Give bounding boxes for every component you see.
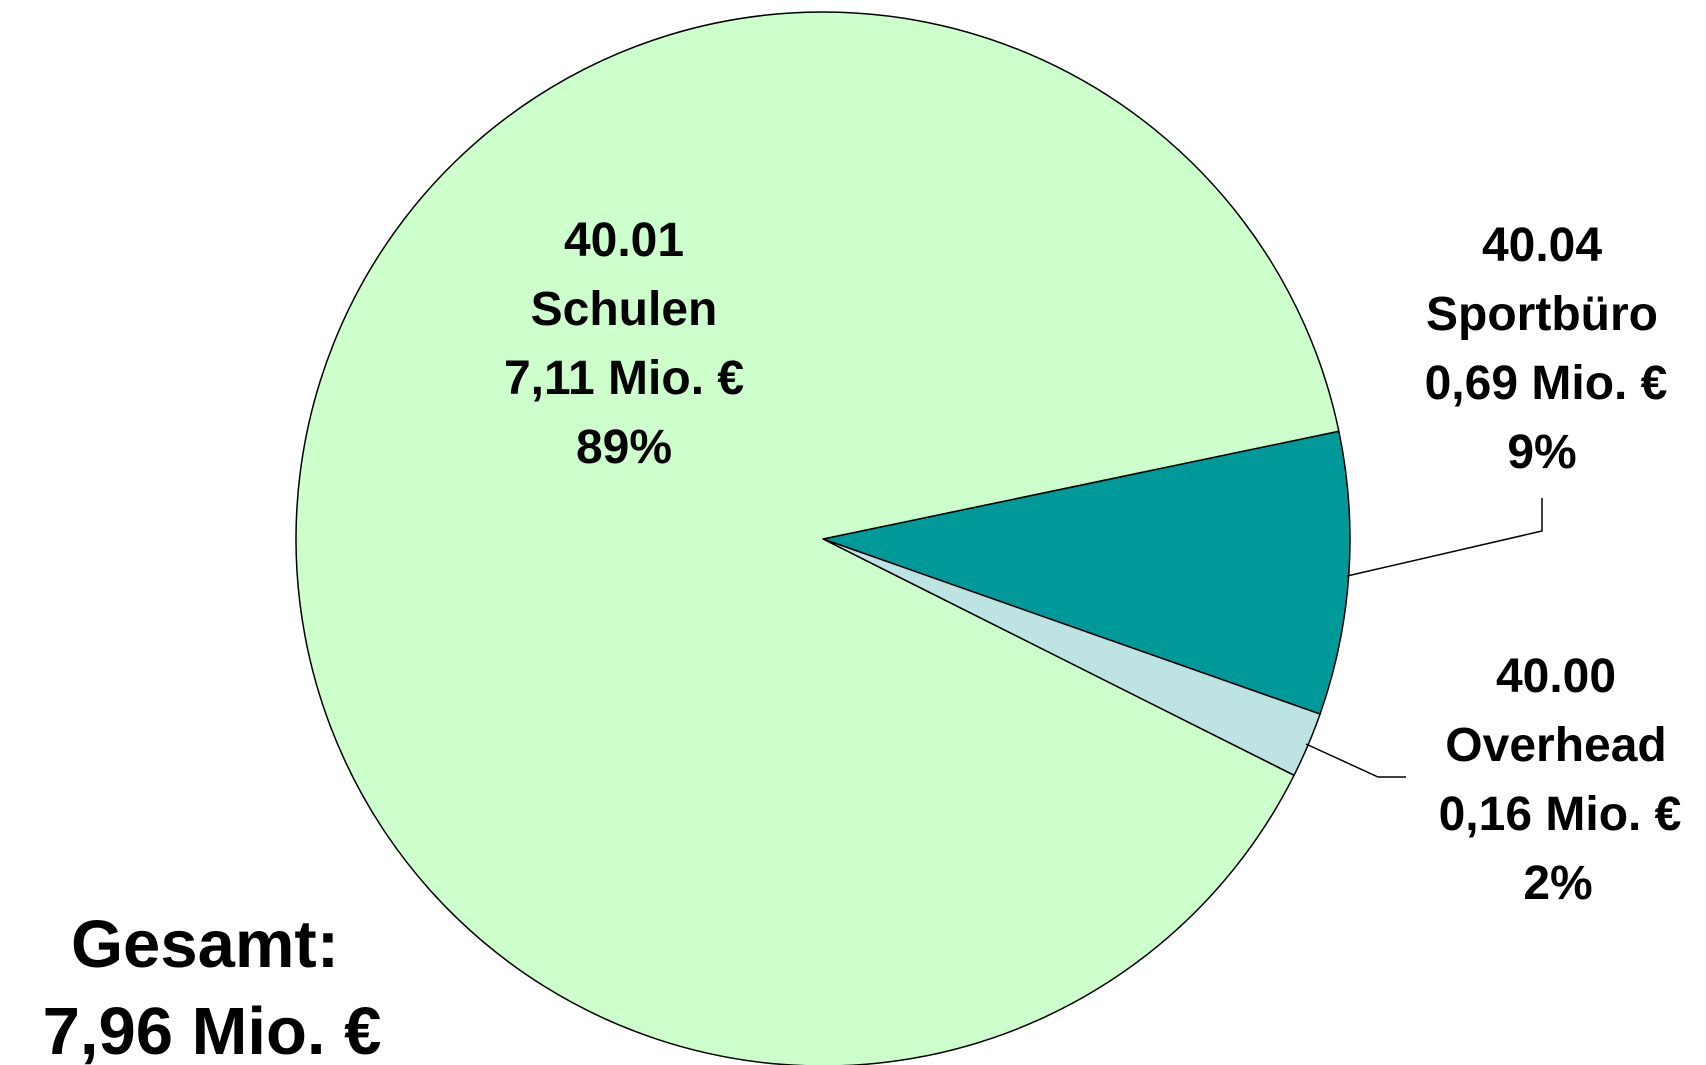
slice-code: 40.01	[564, 214, 684, 267]
slice-name: Schulen	[531, 283, 718, 336]
slice-amount: 0,69 Mio. €	[1425, 357, 1668, 410]
slice-percent: 89%	[576, 421, 672, 474]
total-label: Gesamt: 7,96 Mio. €	[43, 907, 382, 1065]
total-value: 7,96 Mio. €	[43, 994, 382, 1065]
leader-line-sportbuero	[1346, 498, 1543, 577]
slice-amount: 7,11 Mio. €	[504, 352, 744, 405]
slice-code: 40.00	[1496, 650, 1616, 703]
pie-slice-schulen	[295, 11, 1340, 1065]
slice-label-sportbuero: 40.04 Sportbüro 0,69 Mio. € 9%	[1425, 219, 1668, 479]
slice-name: Overhead	[1445, 719, 1666, 772]
slice-name: Sportbüro	[1426, 288, 1658, 341]
slice-label-overhead: 40.00 Overhead 0,16 Mio. € 2%	[1439, 650, 1682, 910]
leader-lines	[1305, 498, 1543, 778]
slice-code: 40.04	[1482, 219, 1602, 272]
slice-label-schulen: 40.01 Schulen 7,11 Mio. € 89%	[504, 214, 744, 474]
pie-slice-sportb-ro	[822, 430, 1351, 715]
pie-slices	[295, 11, 1351, 1065]
slice-percent: 2%	[1523, 857, 1592, 910]
leader-line-overhead	[1305, 743, 1406, 778]
total-title: Gesamt:	[71, 907, 339, 982]
slice-percent: 9%	[1507, 426, 1576, 479]
slice-amount: 0,16 Mio. €	[1439, 788, 1682, 841]
